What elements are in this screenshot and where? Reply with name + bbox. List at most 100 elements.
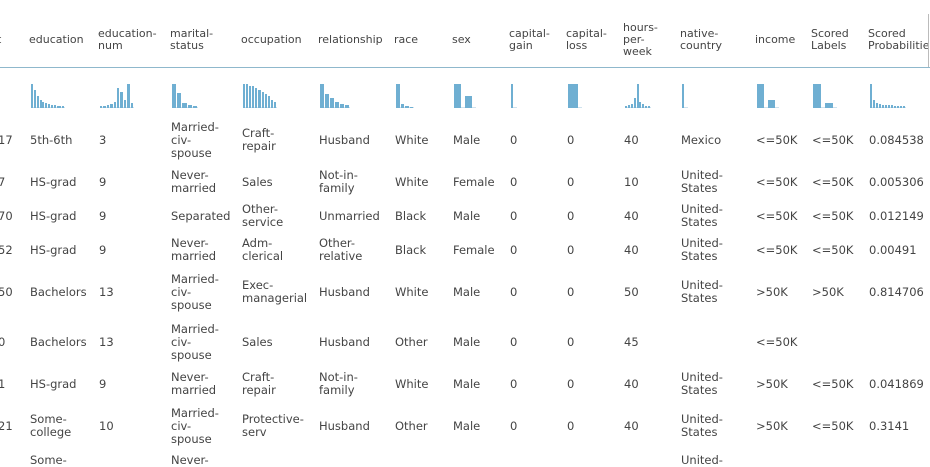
histogram-marital-status[interactable] <box>172 80 198 108</box>
cell-sex[interactable]: Female <box>453 175 495 189</box>
column-header-scored-probabilities[interactable]: Scored Probabilities <box>868 27 930 52</box>
cell-scored-probabilities[interactable]: 0.012149 <box>869 209 924 223</box>
cell-marital-status[interactable]: Married-civ-spouse <box>171 120 219 160</box>
histogram-income[interactable] <box>757 80 779 108</box>
cell-occupation[interactable]: Sales <box>242 335 273 349</box>
cell-race[interactable]: White <box>395 175 429 189</box>
cell-capital-gain[interactable]: 0 <box>510 285 518 299</box>
cell-race[interactable]: Other <box>395 419 428 433</box>
column-header-occupation[interactable]: occupation <box>241 33 302 46</box>
cell-capital-gain[interactable]: 0 <box>510 243 518 257</box>
column-header-race[interactable]: race <box>394 33 419 46</box>
cell-occupation[interactable]: Exec-managerial <box>242 278 308 305</box>
cell-hours-per-week[interactable]: 40 <box>624 377 639 391</box>
cell-sex[interactable]: Male <box>453 377 481 391</box>
column-header-hours-per-week[interactable]: hours-per-week <box>623 21 658 58</box>
cell-capital-loss[interactable]: 0 <box>567 377 575 391</box>
cell-sex[interactable]: Male <box>453 133 481 147</box>
cell-relationship[interactable]: Husband <box>319 133 370 147</box>
cell-education[interactable]: Some-college <box>30 412 72 439</box>
column-header-sex[interactable]: sex <box>452 33 471 46</box>
cell-sex[interactable]: Female <box>453 243 495 257</box>
cell-education[interactable]: 5th-6th <box>30 133 73 147</box>
cell-capital-loss[interactable]: 0 <box>567 285 575 299</box>
cell-income[interactable]: <=50K <box>756 335 798 349</box>
histogram-native-country[interactable] <box>682 80 688 108</box>
histogram-hours-per-week[interactable] <box>625 80 651 108</box>
cell-age[interactable]: 0 <box>0 335 6 349</box>
cell-marital-status[interactable]: Separated <box>171 209 231 223</box>
histogram-capital-gain[interactable] <box>511 80 517 108</box>
cell-marital-status[interactable]: Never-married <box>171 168 217 195</box>
cell-income[interactable]: >50K <box>756 285 788 299</box>
cell-native-country[interactable]: United- States <box>681 278 723 305</box>
cell-scored-probabilities[interactable]: 0.00491 <box>869 243 917 257</box>
column-resize-edge[interactable] <box>928 14 929 67</box>
cell-capital-gain[interactable]: 0 <box>510 175 518 189</box>
cell-hours-per-week[interactable]: 40 <box>624 209 639 223</box>
cell-relationship[interactable]: Not-in-family <box>319 370 358 397</box>
column-header-relationship[interactable]: relationship <box>318 33 383 46</box>
cell-income[interactable]: <=50K <box>756 243 798 257</box>
cell-scored-probabilities[interactable]: 0.005306 <box>869 175 924 189</box>
cell-capital-gain[interactable]: 0 <box>510 133 518 147</box>
cell-native-country[interactable]: United- States <box>681 370 723 397</box>
cell-capital-gain[interactable]: 0 <box>510 419 518 433</box>
cell-relationship[interactable]: Husband <box>319 285 370 299</box>
histogram-relationship[interactable] <box>320 80 350 108</box>
cell-occupation[interactable]: Craft-repair <box>242 370 276 397</box>
cell-sex[interactable]: Male <box>453 335 481 349</box>
column-header-age[interactable]: t <box>0 34 1 46</box>
cell-race[interactable]: Black <box>395 209 427 223</box>
cell-hours-per-week[interactable]: 45 <box>624 335 639 349</box>
cell-race[interactable]: Other <box>395 335 428 349</box>
histogram-scored-probabilities[interactable] <box>870 80 906 108</box>
histogram-education-num[interactable] <box>100 80 134 108</box>
cell-race[interactable]: White <box>395 377 429 391</box>
cell-income[interactable]: <=50K <box>756 209 798 223</box>
cell-relationship[interactable]: Husband <box>319 335 370 349</box>
cell-income[interactable]: >50K <box>756 419 788 433</box>
cell-native-country[interactable]: United- States <box>681 236 723 263</box>
cell-occupation[interactable]: Craft-repair <box>242 126 276 153</box>
histogram-education[interactable] <box>31 80 65 108</box>
cell-age[interactable]: 7 <box>0 175 6 189</box>
cell-scored-labels[interactable]: <=50K <box>812 419 854 433</box>
histogram-race[interactable] <box>396 80 414 108</box>
cell-race[interactable]: White <box>395 133 429 147</box>
cell-marital-status[interactable]: Never-married <box>171 236 217 263</box>
cell-income[interactable]: >50K <box>756 377 788 391</box>
cell-age[interactable]: 52 <box>0 243 13 257</box>
cell-occupation[interactable]: Sales <box>242 175 273 189</box>
cell-education[interactable]: Bachelors <box>30 285 87 299</box>
column-header-scored-labels[interactable]: Scored Labels <box>811 27 849 52</box>
histogram-sex[interactable] <box>454 80 476 108</box>
cell-education-num[interactable]: 3 <box>99 133 107 147</box>
cell-scored-probabilities[interactable]: 0.3141 <box>869 419 910 433</box>
cell-education[interactable]: Bachelors <box>30 335 87 349</box>
cell-capital-loss[interactable]: 0 <box>567 419 575 433</box>
cell-sex[interactable]: Male <box>453 285 481 299</box>
column-header-education[interactable]: education <box>29 33 84 46</box>
column-header-marital-status[interactable]: marital-status <box>170 27 214 52</box>
cell-education-num[interactable]: 10 <box>99 419 114 433</box>
cell-age[interactable]: 21 <box>0 419 13 433</box>
cell-scored-labels[interactable]: >50K <box>812 285 844 299</box>
cell-education[interactable]: HS-grad <box>30 175 77 189</box>
cell-native-country[interactable]: United- States <box>681 168 723 195</box>
cell-education[interactable]: HS-grad <box>30 243 77 257</box>
cell-education[interactable]: HS-grad <box>30 377 77 391</box>
cell-occupation[interactable]: Adm-clerical <box>242 236 284 263</box>
cell-income[interactable]: <=50K <box>756 133 798 147</box>
cell-race[interactable]: White <box>395 285 429 299</box>
cell-scored-labels[interactable]: <=50K <box>812 133 854 147</box>
cell-capital-loss[interactable]: 0 <box>567 335 575 349</box>
cell-relationship[interactable]: Not-in-family <box>319 168 358 195</box>
cell-hours-per-week[interactable]: 40 <box>624 243 639 257</box>
cell-capital-loss[interactable]: 0 <box>567 175 575 189</box>
histogram-scored-labels[interactable] <box>813 80 837 108</box>
column-header-capital-gain[interactable]: capital-gain <box>509 27 550 52</box>
cell-capital-loss[interactable]: 0 <box>567 243 575 257</box>
histogram-occupation[interactable] <box>243 80 277 108</box>
cell-hours-per-week[interactable]: 10 <box>624 175 639 189</box>
